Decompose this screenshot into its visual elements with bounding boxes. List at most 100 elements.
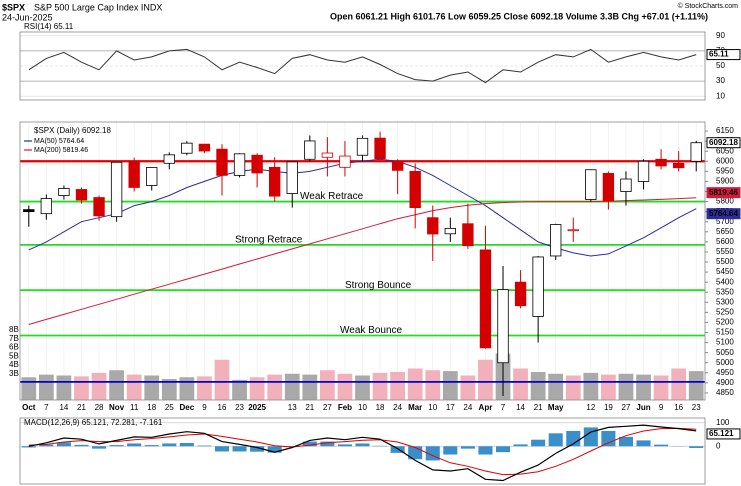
candle-body — [146, 167, 158, 186]
x-tick-label: Jun — [636, 403, 650, 412]
histogram-bar — [179, 442, 194, 447]
y-tick-label: 5050 — [716, 348, 734, 357]
volume-bar — [355, 375, 370, 400]
volume-bar — [583, 372, 599, 400]
x-tick-label: 14 — [516, 403, 525, 412]
volume-tick-label: 8B — [9, 325, 19, 334]
candle-body — [181, 142, 193, 154]
volume-tick-label: 7B — [9, 334, 19, 343]
volume-bar — [302, 374, 318, 400]
y-tick-label: 6050 — [716, 146, 734, 155]
histogram-bar — [92, 446, 107, 449]
y-tick-label: 5100 — [716, 338, 734, 347]
y-tick-label: 5450 — [716, 267, 734, 276]
volume-bar — [126, 374, 142, 400]
histogram-bar — [566, 430, 581, 447]
candle-body — [58, 188, 70, 196]
volume-tick-label: 6B — [9, 343, 19, 352]
x-tick-label: Feb — [338, 403, 352, 412]
histogram-bar — [302, 441, 317, 447]
y-tick-label: 4900 — [716, 378, 734, 387]
y-tick-label: 5900 — [716, 177, 734, 186]
volume-bar — [214, 359, 230, 400]
volume-bar — [478, 359, 493, 400]
value-tag — [706, 137, 741, 149]
candle-body — [690, 142, 702, 162]
volume-bar — [249, 377, 265, 400]
candle-body — [567, 229, 579, 232]
y-tick-label: 5200 — [716, 318, 734, 327]
candle-body — [620, 178, 632, 192]
volume-bar — [109, 370, 124, 400]
histogram-bar — [583, 427, 598, 447]
histogram-bar — [109, 445, 124, 447]
candle-body — [23, 209, 35, 213]
symbol-name: S&P 500 Large Cap Index INDX — [34, 2, 162, 12]
x-tick-label: 21 — [77, 403, 86, 412]
candle-body — [550, 224, 562, 257]
histogram-bar — [548, 433, 563, 447]
volume-bar — [179, 377, 195, 400]
panel-title: MACD(12,26,9) 65.121, 72.281, -7.161 — [24, 418, 163, 427]
line — [28, 48, 697, 84]
candle-body — [479, 249, 492, 349]
candle-body — [40, 198, 53, 215]
volume-bar — [601, 374, 616, 400]
y-tick-label: 5950 — [716, 166, 734, 175]
line — [28, 427, 697, 476]
volume-bar — [91, 372, 107, 400]
panel-title: RSI(14) 65.11 — [24, 22, 74, 31]
volume-bar — [161, 379, 177, 400]
histogram-bar — [39, 444, 54, 447]
candle-body — [356, 137, 369, 156]
histogram-bar — [214, 446, 230, 452]
volume-bar — [372, 372, 388, 400]
x-tick-label: 2025 — [248, 403, 266, 412]
y-tick-label: 5600 — [716, 237, 734, 246]
histogram-bar — [320, 441, 335, 447]
histogram-bar — [144, 445, 159, 447]
x-tick-label: 16 — [674, 403, 683, 412]
candle-body — [391, 160, 404, 171]
y-tick-label: 50 — [716, 61, 725, 70]
histogram-bar — [337, 444, 352, 447]
level-label: Strong Bounce — [345, 280, 412, 291]
x-tick-label: 10 — [428, 403, 437, 412]
x-tick-label: 23 — [692, 403, 701, 412]
volume-bar — [442, 371, 458, 400]
x-tick-label: 25 — [165, 403, 174, 412]
volume-bar — [267, 374, 283, 400]
value-tag-label: 65.11 — [709, 50, 729, 59]
symbol: $SPX — [2, 2, 25, 12]
x-tick-label: 14 — [59, 403, 68, 412]
histogram-bar — [127, 443, 142, 447]
x-tick-label: Dec — [180, 403, 195, 412]
y-tick-label: 6000 — [716, 156, 734, 165]
candle-body — [163, 154, 175, 164]
candle-body — [444, 227, 456, 235]
y-tick-label: 5000 — [716, 358, 734, 367]
histogram-bar — [495, 446, 511, 453]
histogram-bar — [21, 446, 36, 448]
candle-body — [269, 166, 281, 197]
candle-body — [128, 160, 140, 188]
x-tick-label: 27 — [323, 403, 332, 412]
candle-body — [93, 197, 105, 217]
candle-body — [233, 153, 246, 176]
histogram-bar — [618, 436, 633, 447]
x-tick-label: Mar — [408, 403, 422, 412]
x-tick-label: 7 — [44, 403, 49, 412]
value-tag — [706, 49, 741, 61]
candle-body — [216, 148, 228, 176]
volume-bar — [636, 374, 651, 400]
volume-bar — [390, 372, 406, 400]
line — [28, 197, 697, 325]
candle-body — [427, 217, 439, 235]
histogram-bar — [636, 440, 651, 447]
y-tick-label: 4850 — [716, 388, 734, 397]
volume-bar — [548, 373, 564, 400]
candle-body — [198, 143, 211, 152]
line — [28, 158, 697, 257]
volume-tick-label: 5B — [9, 351, 19, 360]
x-tick-label: 9 — [202, 403, 207, 412]
